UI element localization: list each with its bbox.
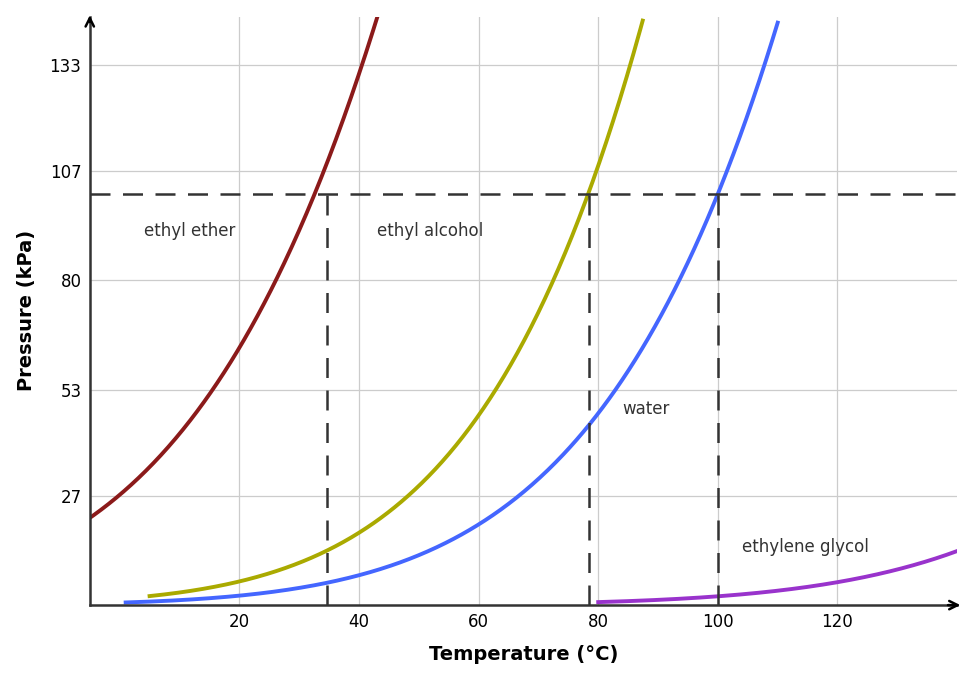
Text: ethyl ether: ethyl ether <box>143 222 235 240</box>
Text: ethyl alcohol: ethyl alcohol <box>377 222 484 240</box>
X-axis label: Temperature (°C): Temperature (°C) <box>429 646 618 665</box>
Text: water: water <box>622 400 670 418</box>
Y-axis label: Pressure (kPa): Pressure (kPa) <box>17 230 36 392</box>
Text: ethylene glycol: ethylene glycol <box>742 539 869 556</box>
